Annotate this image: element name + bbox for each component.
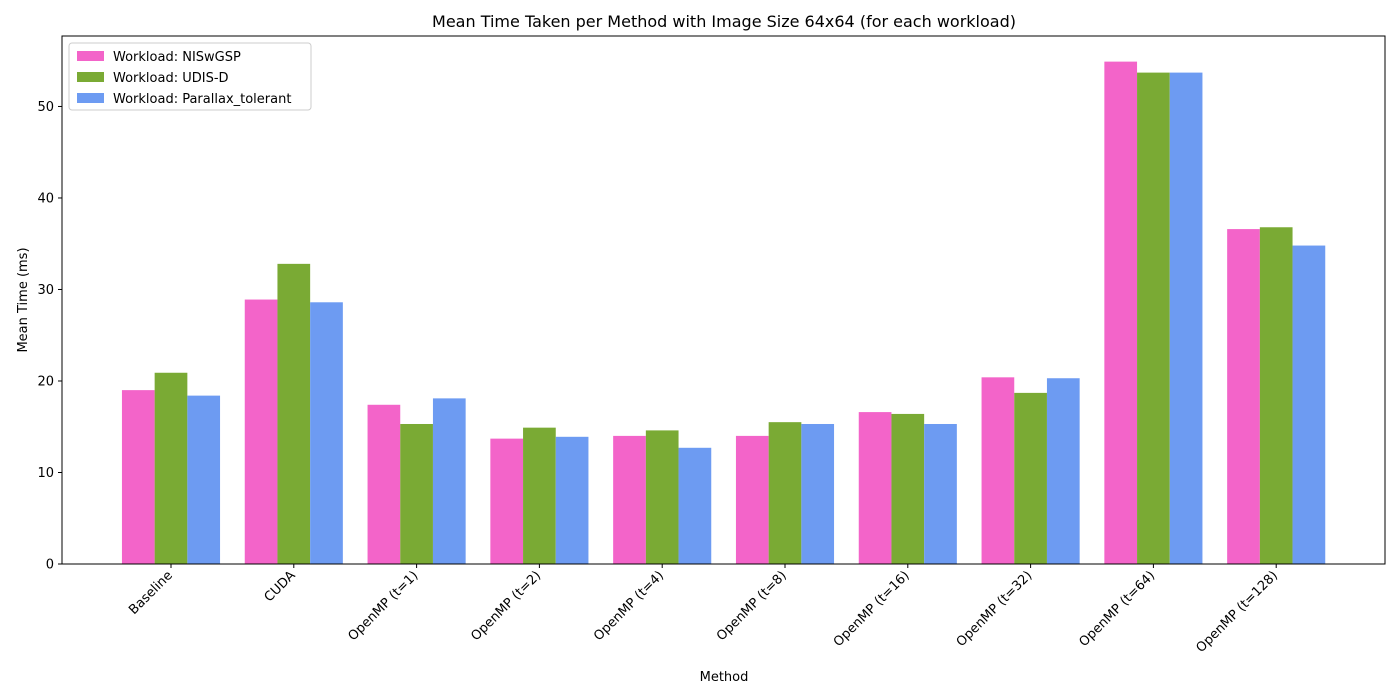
y-tick-label: 10: [37, 466, 54, 481]
y-tick-label: 40: [37, 191, 54, 206]
legend-label: Workload: Parallax_tolerant: [113, 92, 291, 107]
bar: [1046, 378, 1080, 564]
bar: [154, 372, 188, 564]
bar: [187, 395, 221, 564]
y-axis-label: Mean Time (ms): [16, 247, 31, 352]
chart-title: Mean Time Taken per Method with Image Si…: [432, 12, 1016, 31]
bar: [367, 404, 401, 564]
bar: [645, 430, 679, 564]
bar: [891, 413, 925, 564]
legend-label: Workload: NISwGSP: [113, 50, 241, 65]
x-tick-label: OpenMP (t=32): [954, 568, 1036, 650]
x-tick-label: OpenMP (t=2): [468, 568, 544, 644]
y-axis: 0 10 20 30 40 50: [37, 100, 62, 573]
bar: [121, 390, 155, 564]
bar: [277, 263, 311, 564]
bar: [613, 435, 646, 564]
bar: [924, 423, 957, 564]
x-axis: Baseline CUDA OpenMP (t=1) OpenMP (t=2) Open…: [126, 564, 1281, 656]
bar: [244, 299, 278, 564]
x-tick-label: OpenMP (t=8): [714, 568, 790, 644]
bar: [1014, 392, 1047, 564]
legend-label: Workload: UDIS-D: [113, 71, 229, 86]
x-tick-label: OpenMP (t=4): [591, 568, 667, 644]
x-tick-label: OpenMP (t=1): [346, 568, 422, 644]
x-tick-label: Baseline: [126, 568, 176, 618]
legend-box: [68, 42, 312, 111]
bar: [858, 412, 892, 564]
y-tick-label: 50: [37, 100, 54, 115]
bar: [801, 423, 835, 564]
bars-layer: [121, 61, 1326, 565]
x-tick-label: CUDA: [262, 568, 299, 605]
bar: [1137, 72, 1170, 564]
y-tick-label: 20: [37, 374, 54, 389]
legend-swatch: [77, 93, 104, 103]
y-tick-label: 0: [46, 558, 54, 573]
bar: [1292, 245, 1326, 564]
bar: [768, 422, 802, 564]
legend-swatch: [77, 72, 104, 82]
bar: [310, 302, 343, 564]
bar: [981, 377, 1015, 564]
bar: [523, 427, 556, 564]
bar: [400, 423, 433, 564]
x-tick-label: OpenMP (t=64): [1076, 568, 1158, 650]
bar: [735, 435, 769, 564]
bar: [1169, 72, 1203, 564]
bar: [1104, 61, 1138, 564]
bar: [1259, 227, 1293, 565]
plot-frame: [61, 35, 1386, 565]
bar: [490, 438, 524, 564]
bar: [1227, 229, 1260, 564]
x-tick-label: OpenMP (t=128): [1193, 568, 1281, 656]
legend: Workload: NISwGSP Workload: UDIS-D Workloa…: [68, 42, 312, 111]
bar: [678, 447, 712, 564]
bar: [555, 436, 589, 564]
x-tick-label: OpenMP (t=16): [831, 568, 913, 650]
x-axis-label: Method: [700, 670, 749, 685]
legend-swatch: [77, 51, 104, 61]
y-tick-label: 30: [37, 283, 54, 298]
bar: [432, 398, 466, 564]
